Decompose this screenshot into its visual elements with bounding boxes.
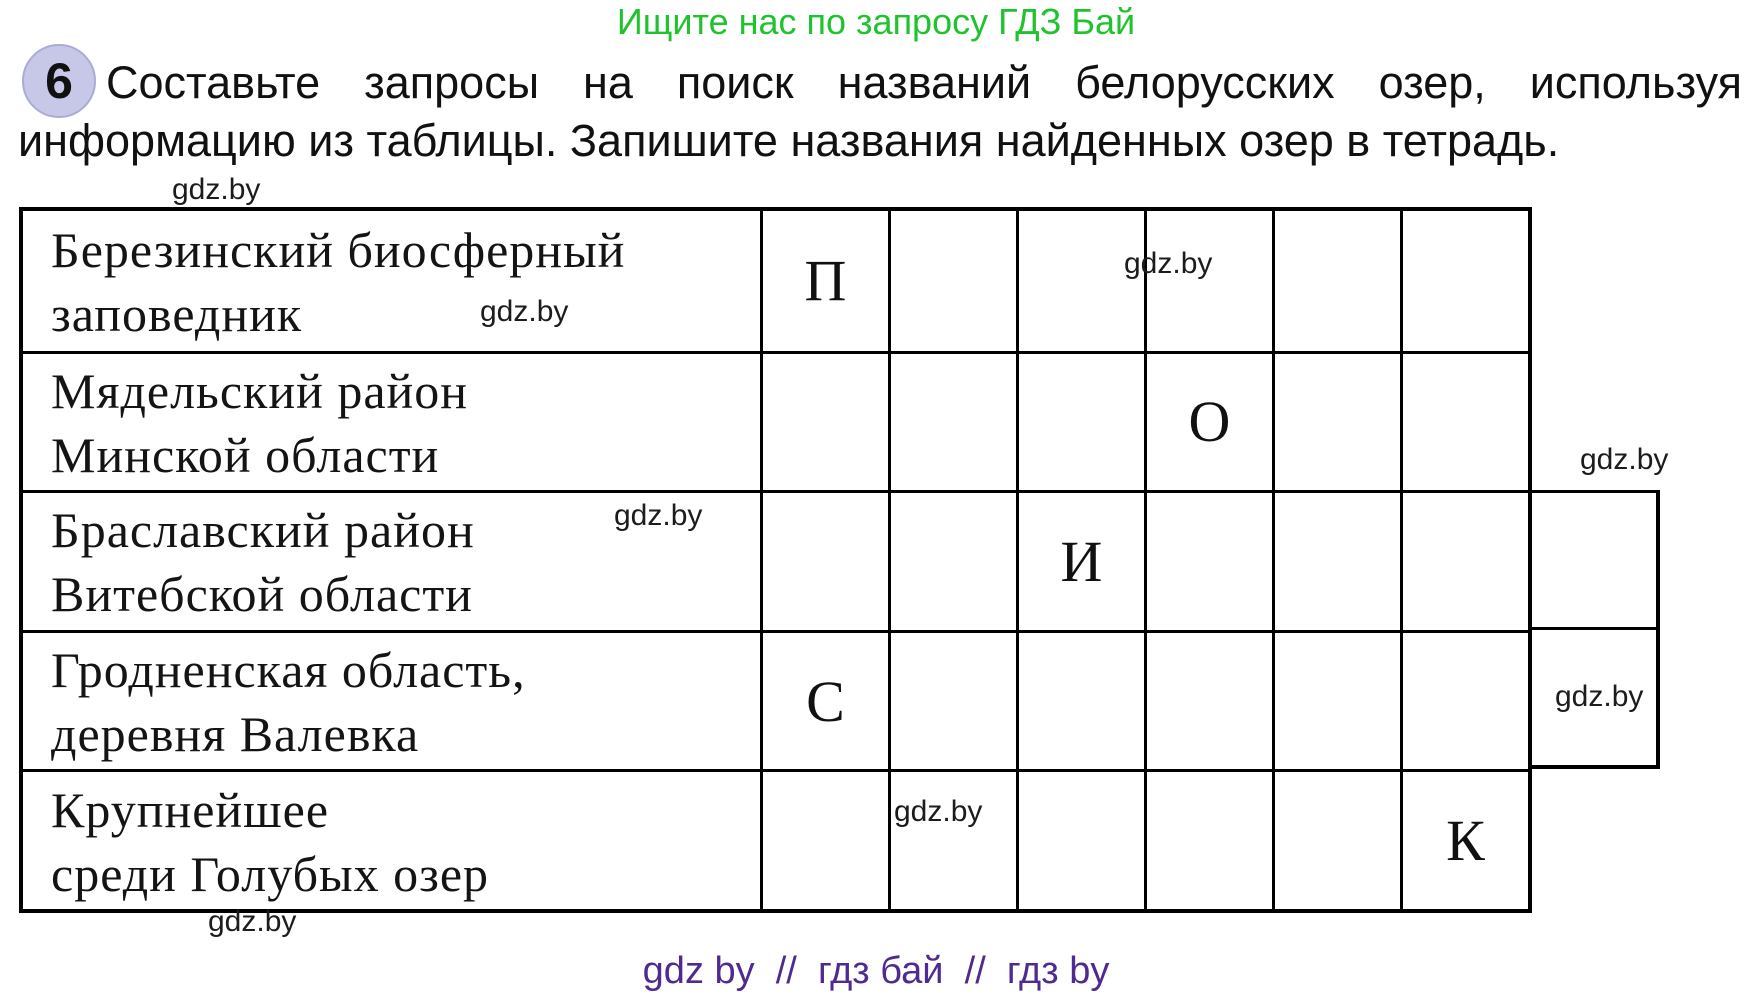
watermark-above-table: gdz.by — [172, 173, 261, 206]
grid-cell-r3c4 — [1144, 490, 1272, 630]
hint-line: Браславский район — [51, 502, 475, 559]
task-number-badge: 6 — [22, 44, 96, 118]
lake-hints-table: Березинский биосферный заповедник П Мяде… — [19, 207, 1532, 913]
grid-cell-r2c6 — [1400, 350, 1528, 491]
letter-o: О — [1188, 389, 1231, 455]
hint-line: Березинский биосферный — [51, 221, 626, 278]
letter-k: К — [1446, 808, 1485, 874]
grid-cell-r4c2 — [888, 629, 1016, 770]
task-number: 6 — [45, 53, 73, 109]
grid-cell-r2c5 — [1272, 350, 1400, 491]
grid-cell-r5c3 — [1016, 769, 1144, 909]
grid-cell-r5c4 — [1144, 769, 1272, 909]
letter-p: П — [804, 248, 847, 314]
letter-s: С — [806, 668, 845, 734]
hint-line: Крупнейшее — [51, 781, 330, 838]
watermark-row1-grid: gdz.by — [1124, 247, 1213, 280]
hint-line: заповедник — [51, 285, 303, 342]
hint-line: среди Голубых озер — [51, 845, 490, 902]
task-text-line-1: Составьте запросы на поиск названий бело… — [106, 57, 1742, 108]
grid-cell-r4c1: С — [760, 629, 888, 770]
extra-grid-column — [1532, 490, 1660, 769]
grid-cell-r5c5 — [1272, 769, 1400, 909]
grid-cell-r1c4 — [1144, 211, 1272, 351]
watermark-row5-grid: gdz.by — [894, 795, 983, 828]
grid-cell-r2c2 — [888, 350, 1016, 491]
hint-line: Витебской области — [51, 566, 473, 623]
grid-cell-r3c1 — [760, 490, 888, 630]
grid-cell-r5c1 — [760, 769, 888, 909]
grid-cell-r1c2 — [888, 211, 1016, 351]
hint-line: Гродненская область, — [51, 642, 526, 699]
grid-cell-r1c5 — [1272, 211, 1400, 351]
grid-cell-r3c6 — [1400, 490, 1528, 630]
grid-cell-r3c7 — [1532, 493, 1656, 630]
hint-line: Минской области — [51, 426, 440, 483]
watermark-below-table: gdz.by — [208, 905, 297, 938]
footer-site-links: gdz by // гдз бай // гдз by — [642, 950, 1110, 992]
watermark-row3-desc: gdz.by — [614, 499, 703, 532]
task-text-line-2: информацию из таблицы. Запишите названия… — [18, 115, 1560, 166]
watermark-right-side: gdz.by — [1580, 443, 1669, 476]
grid-cell-r4c3 — [1016, 629, 1144, 770]
watermark-extra-cell: gdz.by — [1555, 680, 1644, 713]
hint-cell-grodno: Гродненская область, деревня Валевка — [23, 629, 760, 770]
grid-cell-r4c4 — [1144, 629, 1272, 770]
hint-cell-braslav: Браславский район Витебской области — [23, 490, 760, 630]
grid-cell-r2c4: О — [1144, 350, 1272, 491]
hint-cell-berezinsky: Березинский биосферный заповедник — [23, 211, 760, 351]
grid-cell-r2c3 — [1016, 350, 1144, 491]
letter-i: И — [1060, 528, 1103, 594]
grid-cell-r5c2 — [888, 769, 1016, 909]
grid-cell-r1c6 — [1400, 211, 1528, 351]
grid-cell-r2c1 — [760, 350, 888, 491]
grid-cell-r1c3 — [1016, 211, 1144, 351]
grid-cell-r4c5 — [1272, 629, 1400, 770]
hint-line: деревня Валевка — [51, 706, 420, 763]
grid-cell-r1c1: П — [760, 211, 888, 351]
grid-cell-r4c6 — [1400, 629, 1528, 770]
promo-banner: Ищите нас по запросу ГДЗ Бай — [616, 1, 1136, 42]
grid-cell-r3c5 — [1272, 490, 1400, 630]
grid-cell-r5c6: К — [1400, 769, 1528, 909]
hint-cell-blue-lakes: Крупнейшее среди Голубых озер — [23, 769, 760, 909]
grid-cell-r3c2 — [888, 490, 1016, 630]
hint-cell-myadel: Мядельский район Минской области — [23, 350, 760, 491]
grid-cell-r3c3: И — [1016, 490, 1144, 630]
hint-line: Мядельский район — [51, 362, 469, 419]
watermark-row1-desc: gdz.by — [480, 295, 569, 328]
